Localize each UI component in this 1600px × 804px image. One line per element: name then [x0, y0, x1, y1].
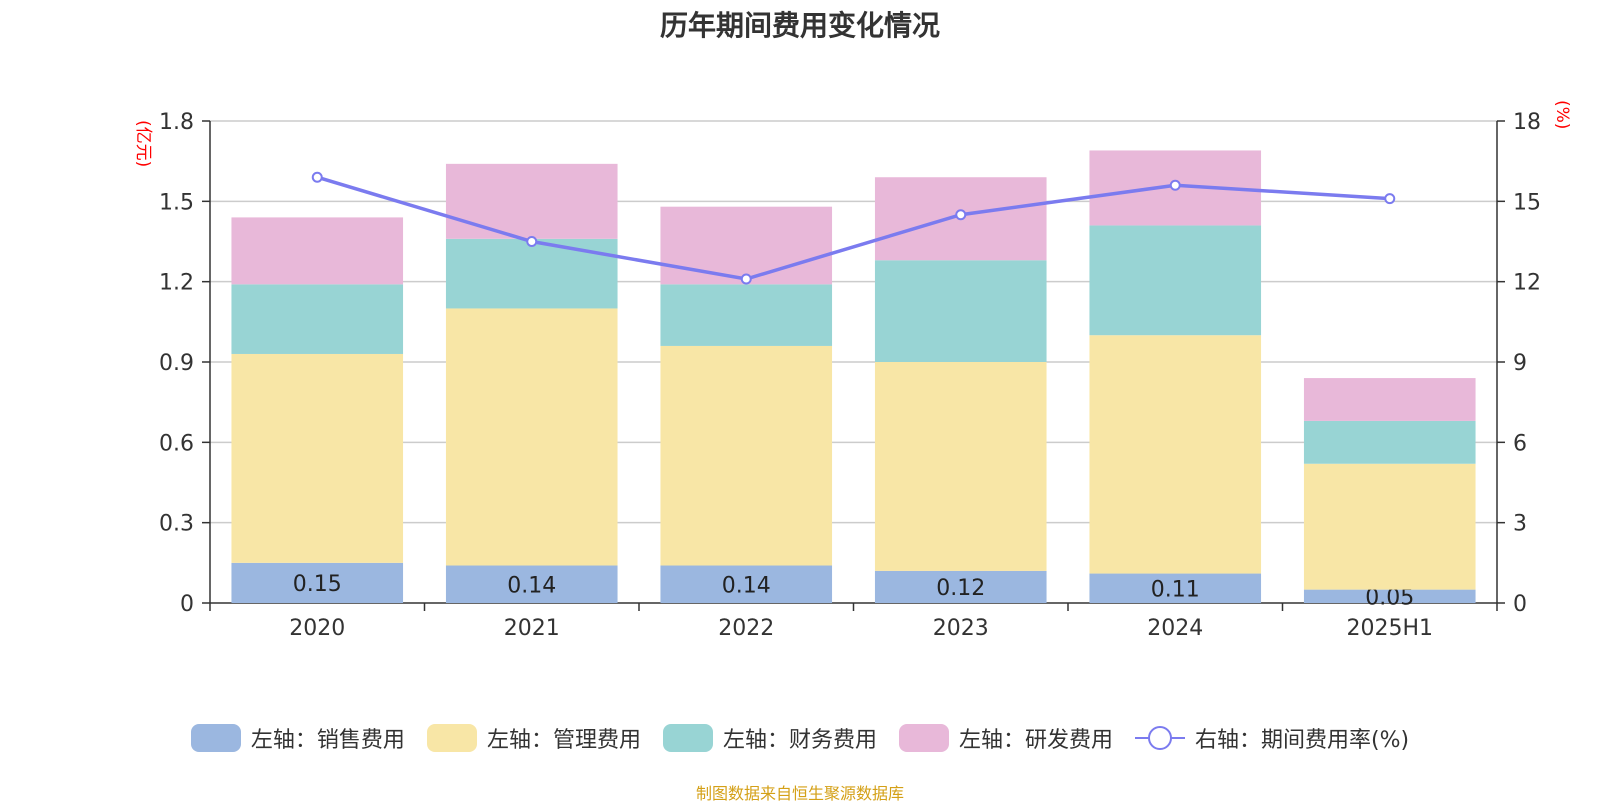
right-axis-tick-label: 9: [1513, 351, 1527, 376]
left-axis-tick-label: 1.8: [159, 110, 194, 135]
legend-swatch: [190, 724, 241, 752]
bar-segment: [445, 308, 618, 566]
right-axis-tick-label: 6: [1513, 431, 1527, 456]
legend-item[interactable]: 左轴：财务费用: [662, 722, 877, 754]
bar-segment: [231, 217, 404, 285]
rate-point: [1169, 179, 1181, 191]
bar-segment: [231, 353, 404, 563]
legend-item[interactable]: 左轴：销售费用: [190, 722, 405, 754]
bar-data-label: 0.14: [507, 573, 556, 598]
source-footer: 制图数据来自恒生聚源数据库: [695, 784, 904, 803]
bar-data-label: 0.12: [936, 576, 985, 601]
x-axis-tick-label: 2022: [718, 616, 774, 641]
x-axis-tick-label: 2020: [289, 616, 345, 641]
legend-swatch: [662, 724, 713, 752]
rate-point: [955, 209, 967, 221]
right-axis-tick-label: 12: [1513, 271, 1541, 296]
left-axis-tick-label: 0.9: [159, 351, 194, 376]
chart-legend: 左轴：销售费用 左轴：管理费用 左轴：财务费用 左轴：研发费用 右轴：期间费用率(%): [0, 722, 1600, 754]
legend-swatch: [426, 724, 477, 752]
legend-label: 左轴：管理费用: [486, 728, 641, 753]
left-axis-tick-label: 1.2: [159, 271, 194, 296]
bar-segment: [1303, 463, 1476, 590]
bar-segment: [231, 284, 404, 354]
bar-segment: [1089, 225, 1262, 336]
bar-segment: [1089, 335, 1262, 574]
left-axis-tick-label: 0.3: [159, 512, 194, 537]
bar-segment: [1089, 573, 1262, 603]
chart-plot: 0 0.3 0.6 0.9 1.2 1.5 1.8 0 3 6 9 12 15 18 2020 2021 202…: [159, 110, 1541, 641]
bar-data-label: 0.15: [293, 572, 342, 597]
rate-point: [526, 236, 538, 247]
bar-segment: [1303, 420, 1476, 464]
bar-segment: [445, 163, 618, 239]
bar-data-label: 0.14: [722, 573, 771, 598]
right-axis-tick-label: 15: [1513, 190, 1541, 215]
bar-segment: [231, 562, 404, 603]
left-axis-tick-label: 1.5: [159, 190, 194, 215]
legend-swatch: [898, 724, 949, 752]
bar-segment: [445, 238, 618, 309]
right-axis-tick-label: 0: [1513, 592, 1527, 617]
bar-segment: [660, 565, 833, 603]
x-axis-tick-label: 2023: [933, 616, 989, 641]
left-axis-tick-label: 0: [180, 592, 194, 617]
chart-title: 历年期间费用变化情况: [659, 9, 940, 42]
bar-segment: [874, 570, 1047, 603]
x-axis-tick-label: 2025H1: [1346, 616, 1433, 641]
bar-segment: [445, 565, 618, 603]
x-axis-tick-label: 2021: [504, 616, 560, 641]
legend-item[interactable]: 左轴：管理费用: [426, 722, 641, 754]
bar-segment: [660, 206, 833, 285]
legend-label: 右轴：期间费用率(%): [1194, 728, 1410, 753]
bar-segment: [660, 284, 833, 346]
legend-label: 左轴：财务费用: [722, 728, 877, 753]
legend-label: 左轴：研发费用: [958, 728, 1113, 753]
left-axis-tick-label: 0.6: [159, 431, 194, 456]
rate-point: [740, 273, 752, 285]
bar-segment: [660, 345, 833, 566]
rate-point: [1384, 193, 1396, 205]
bar-segment: [874, 260, 1047, 362]
legend-item[interactable]: 左轴：研发费用: [898, 722, 1113, 754]
legend-line-marker: [1134, 724, 1185, 752]
legend-item[interactable]: 右轴：期间费用率(%): [1134, 722, 1410, 754]
bar-segment: [874, 362, 1047, 571]
right-axis-tick-label: 3: [1513, 512, 1527, 537]
bar-segment: [1303, 378, 1476, 421]
right-axis-tick-label: 18: [1513, 110, 1541, 135]
x-axis-tick-label: 2024: [1147, 616, 1203, 641]
rate-line: [316, 175, 1390, 281]
bar-data-label: 0.11: [1151, 577, 1200, 602]
bar-segment: [1303, 589, 1476, 603]
rate-point: [311, 171, 323, 183]
legend-label: 左轴：销售费用: [250, 728, 405, 753]
